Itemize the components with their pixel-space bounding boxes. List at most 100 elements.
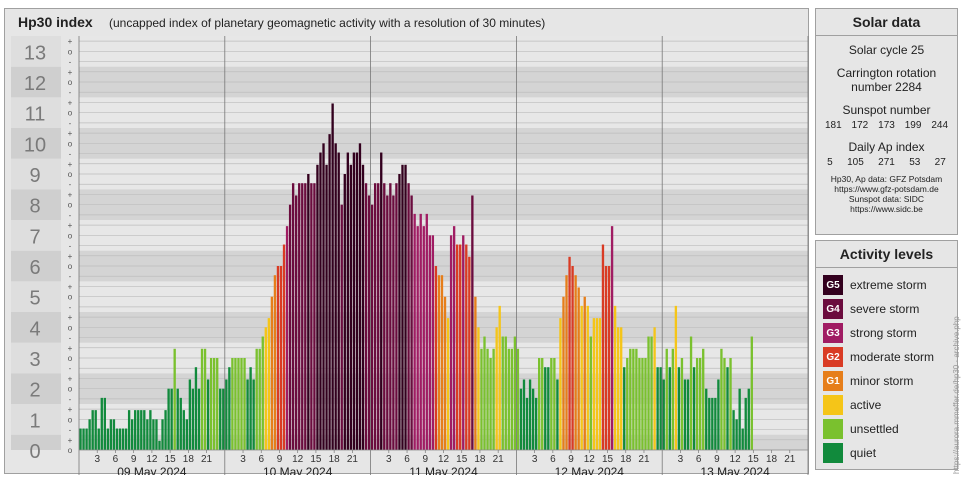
bar	[191, 388, 195, 450]
bar	[677, 367, 681, 450]
bar	[234, 358, 237, 450]
bar	[127, 410, 131, 450]
hour-label: 18	[329, 454, 341, 465]
bar	[641, 358, 644, 450]
bar	[446, 318, 450, 450]
bar	[237, 358, 240, 450]
hour-label: 15	[602, 454, 614, 465]
bar	[291, 183, 295, 450]
activity-levels-title: Activity levels	[816, 241, 957, 268]
level-label: active	[850, 398, 882, 412]
bar	[638, 358, 641, 450]
level-swatch	[823, 419, 843, 439]
bar	[130, 419, 134, 450]
bar	[632, 348, 635, 450]
y-subtick-mark: +	[68, 68, 73, 77]
sunspot-label: Sunspot number	[842, 103, 931, 117]
bar	[383, 183, 386, 450]
bar	[367, 195, 371, 450]
activity-level-moderate-storm: G2 moderate storm	[823, 347, 934, 367]
ap-value: 5	[827, 157, 833, 168]
bar	[577, 287, 580, 450]
bar	[616, 327, 620, 450]
bar	[161, 419, 164, 450]
y-tick-label: 2	[29, 380, 40, 402]
level-label: moderate storm	[850, 350, 935, 364]
y-subtick-mark: o	[68, 323, 73, 332]
hour-label: 3	[94, 454, 100, 465]
hour-label: 6	[404, 454, 410, 465]
bar	[304, 183, 307, 450]
bar	[644, 358, 647, 450]
bar	[607, 266, 611, 450]
ap-value: 271	[878, 157, 895, 168]
sunspot-values: 181 172 173 199 244	[816, 120, 957, 131]
bar	[714, 397, 717, 450]
hour-label: 12	[146, 454, 158, 465]
hour-label: 9	[131, 454, 137, 465]
bar	[702, 348, 705, 450]
level-swatch: G4	[823, 299, 843, 319]
hour-label: 12	[584, 454, 596, 465]
bar	[723, 358, 726, 450]
bar	[559, 318, 562, 450]
y-subtick-mark: +	[68, 252, 73, 261]
bar	[319, 152, 322, 451]
credit-link[interactable]: https://www.sidc.be	[850, 204, 923, 214]
hour-label: 18	[766, 454, 778, 465]
hour-label: 21	[638, 454, 650, 465]
bar	[422, 226, 425, 450]
axis-band	[11, 66, 61, 98]
bar	[103, 397, 106, 450]
bar	[352, 152, 356, 451]
y-subtick-mark: o	[68, 262, 73, 271]
bar	[674, 305, 678, 450]
y-subtick-mark: +	[68, 98, 73, 107]
bar	[656, 367, 659, 450]
bar	[206, 379, 210, 450]
bar	[695, 358, 699, 450]
bar	[711, 397, 714, 450]
bar	[729, 358, 732, 450]
bar	[140, 410, 143, 450]
solar-data-panel: Solar data Solar cycle 25 Carrington rot…	[815, 8, 958, 235]
y-subtick-mark: -	[69, 211, 72, 220]
bar	[355, 152, 359, 451]
hour-label: 21	[784, 454, 796, 465]
credit-link[interactable]: https://www.gfz-potsdam.de	[834, 184, 939, 194]
bar	[635, 348, 638, 450]
bar	[340, 204, 343, 450]
bar	[407, 183, 410, 450]
hour-label: 12	[292, 454, 304, 465]
y-subtick-mark: -	[69, 334, 72, 343]
bar	[358, 143, 362, 451]
y-tick-label: 8	[29, 196, 40, 218]
bar	[349, 164, 353, 451]
bar	[118, 428, 122, 450]
data-credits: Hp30, Ap data: GFZ Potsdam https://www.g…	[816, 174, 957, 214]
bar	[225, 379, 228, 450]
sunspot-value: 181	[824, 120, 842, 131]
y-subtick-mark: o	[68, 293, 73, 302]
bar	[285, 226, 289, 450]
bar	[88, 419, 91, 450]
y-subtick-mark: o	[68, 109, 73, 118]
y-subtick-mark: -	[69, 150, 72, 159]
bar	[501, 336, 504, 450]
activity-level-minor-storm: G1 minor storm	[823, 371, 913, 391]
y-subtick-mark: +	[68, 221, 73, 230]
bar	[556, 379, 559, 450]
chart-title: Hp30 index	[18, 14, 93, 30]
ap-value: 27	[934, 157, 946, 168]
bar	[571, 266, 574, 450]
bar	[370, 204, 374, 450]
y-tick-label: 0	[29, 441, 40, 463]
y-subtick-mark: +	[68, 313, 73, 322]
y-subtick-mark: -	[69, 426, 72, 435]
y-subtick-mark: -	[69, 395, 72, 404]
bar	[170, 388, 173, 450]
y-subtick-mark: +	[68, 436, 73, 445]
bar	[686, 379, 690, 450]
hour-label: 21	[347, 454, 359, 465]
axis-band	[11, 189, 61, 220]
